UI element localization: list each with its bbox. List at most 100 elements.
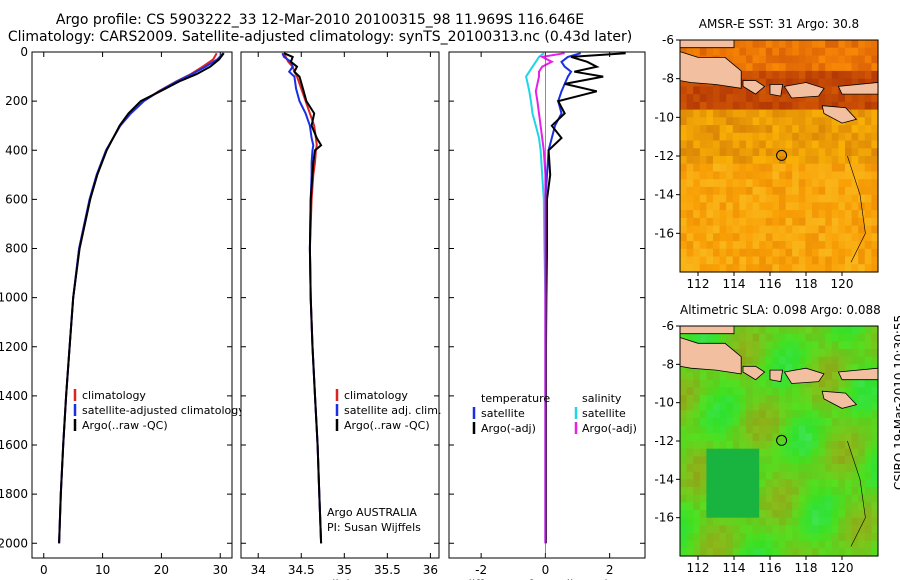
sst-map-cell (759, 40, 767, 49)
java-land (679, 336, 742, 375)
sla-map-cell (680, 502, 688, 511)
sst-map-cell (812, 202, 820, 211)
temp-legend-label: Argo(..raw -QC) (82, 419, 168, 432)
sst-map-cell (779, 241, 787, 250)
sla-map-cell (831, 548, 839, 557)
sla-map-cell (871, 379, 879, 388)
sla-map-cell (732, 525, 740, 534)
sla-map-cell (713, 510, 721, 519)
sla-map-cell (805, 441, 813, 450)
sla-map-cell (825, 333, 833, 342)
sst-map-cell (779, 163, 787, 172)
sla-map-cell (818, 333, 826, 342)
sst-map-cell (726, 132, 734, 142)
sla-map-cell (864, 441, 872, 450)
sla-map-cell (779, 479, 787, 488)
sst-map-cell (752, 148, 760, 157)
sla-map-cell (686, 494, 694, 503)
sla-map-cell (732, 548, 740, 557)
sla-map-cell (805, 464, 813, 473)
sst-map-cell (746, 163, 754, 172)
sla-map-cell (746, 448, 754, 457)
sst-map-ytick-label: -12 (654, 149, 674, 163)
sla-map-cell (864, 464, 872, 473)
sla-map-cell (746, 379, 754, 388)
sst-map-cell (746, 171, 754, 180)
sla-map-cell (785, 395, 793, 404)
sla-map-cell (851, 326, 859, 335)
sla-map-cell (838, 448, 846, 457)
sla-map-cell (772, 326, 780, 335)
sla-map-cell (864, 533, 872, 542)
sst-map-xtick-label: 118 (795, 277, 818, 291)
sla-map-cell (739, 540, 747, 549)
sst-map-cell (693, 101, 701, 111)
sla-map-cell (818, 410, 826, 419)
sla-map-cell (686, 540, 694, 549)
sla-map-cell (779, 402, 787, 411)
sst-map-cell (752, 264, 760, 273)
sst-map-cell (871, 94, 879, 103)
sla-map-cell (792, 510, 800, 519)
sst-map-cell (746, 70, 754, 80)
sst-map-cell (871, 241, 879, 250)
sst-map-cell (779, 210, 787, 219)
sla-map-cell (693, 548, 701, 557)
sst-map-cell (680, 125, 688, 134)
sst-map-cell (759, 217, 767, 227)
sla-map-cell (818, 540, 826, 549)
sst-map-cell (864, 256, 872, 265)
sla-map-cell (792, 441, 800, 450)
sst-map-cell (732, 217, 740, 227)
sla-map-cell (765, 471, 773, 480)
sst-map-cell (812, 217, 820, 227)
sla-map-cell (693, 494, 701, 503)
sst-map-cell (732, 156, 740, 165)
sla-map-cell (871, 448, 879, 457)
sla-map-cell (864, 433, 872, 442)
sla-map-cell (864, 418, 872, 427)
sst-map-cell (680, 256, 688, 265)
sst-map-cell (765, 148, 773, 157)
sst-map-cell (805, 156, 813, 165)
sst-map-cell (858, 225, 866, 234)
sst-map-cell (785, 186, 793, 196)
sst-map-cell (798, 179, 806, 188)
sla-map-cell (680, 540, 688, 549)
sst-map-cell (805, 94, 813, 103)
sst-map-cell (706, 101, 714, 111)
sst-map-cell (706, 186, 714, 196)
sla-map-cell (792, 525, 800, 534)
sst-map-ytick-label: -14 (654, 188, 674, 202)
sla-map-cell (693, 540, 701, 549)
sst-map-cell (680, 171, 688, 180)
sla-map-cell (818, 502, 826, 511)
sla-map-cell (851, 364, 859, 373)
sla-map-cell (759, 448, 767, 457)
sla-map-cell (719, 548, 727, 557)
sla-map-cell (719, 510, 727, 519)
sla-map-cell (726, 448, 734, 457)
sla-map-cell (805, 418, 813, 427)
sst-map-cell (845, 202, 853, 211)
sla-map-cell (792, 341, 800, 350)
sla-map-cell (785, 418, 793, 427)
sla-map-cell (719, 464, 727, 473)
sla-map-cell (765, 418, 773, 427)
sst-map-cell (693, 94, 701, 103)
sst-map-cell (871, 101, 879, 111)
sla-map-cell (752, 441, 760, 450)
sst-map-cell (818, 241, 826, 250)
sst-map-cell (746, 40, 754, 49)
sla-map-cell (838, 517, 846, 526)
sla-map-cell (831, 372, 839, 381)
sst-map-cell (752, 202, 760, 211)
sla-map-cell (680, 456, 688, 465)
sst-map-cell (732, 179, 740, 188)
sst-map-cell (831, 94, 839, 103)
sla-map-cell (851, 525, 859, 534)
sla-map-cell (798, 326, 806, 335)
sst-map-cell (864, 233, 872, 242)
sla-map-cell (765, 333, 773, 342)
sst-map-cell (825, 163, 833, 172)
